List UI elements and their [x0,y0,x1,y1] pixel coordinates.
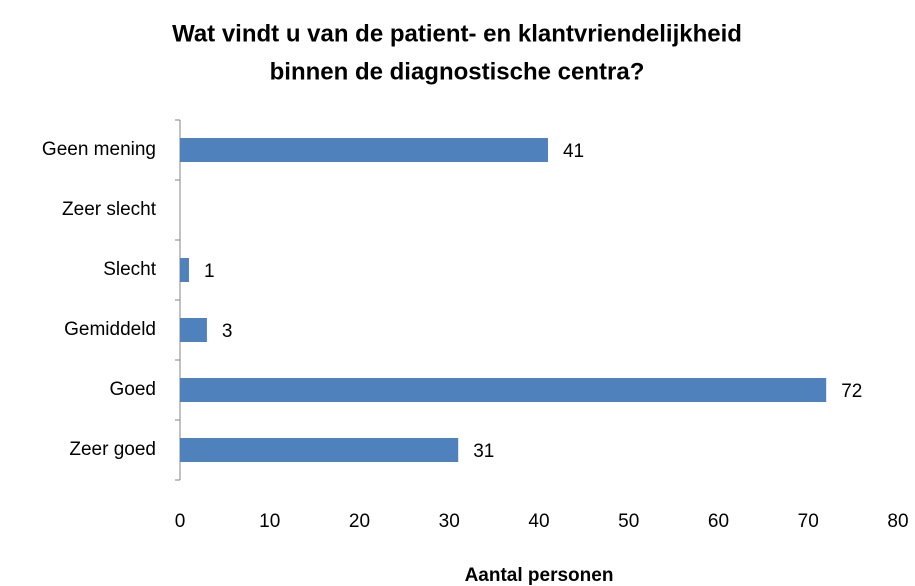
x-tick-label: 70 [798,511,819,532]
x-tick-label: 10 [259,511,280,532]
x-tick-label: 80 [887,511,908,532]
data-label: 72 [841,381,862,402]
chart-title: Wat vindt u van de patient- en klantvrie… [172,20,742,47]
bar [180,258,189,282]
y-tick-label: Slecht [103,259,157,280]
bar [180,318,207,342]
x-tick-label: 60 [708,511,729,532]
x-tick-label: 40 [528,511,549,532]
bar [180,438,459,462]
chart-title: binnen de diagnostische centra? [270,58,645,85]
y-tick-label: Geen mening [42,139,156,160]
y-tick-label: Gemiddeld [64,319,156,340]
data-label: 3 [222,321,233,342]
data-label: 31 [473,441,494,462]
x-tick-label: 30 [439,511,460,532]
y-tick-label: Zeer slecht [62,199,157,220]
y-tick-label: Zeer goed [69,439,156,460]
data-label: 1 [204,261,215,282]
data-label: 41 [563,141,584,162]
y-tick-label: Goed [110,379,156,400]
x-axis-title: Aantal personen [465,565,614,586]
bar [180,138,548,162]
x-tick-label: 50 [618,511,639,532]
bar [180,378,827,402]
x-tick-label: 20 [349,511,370,532]
x-tick-label: 0 [175,511,186,532]
